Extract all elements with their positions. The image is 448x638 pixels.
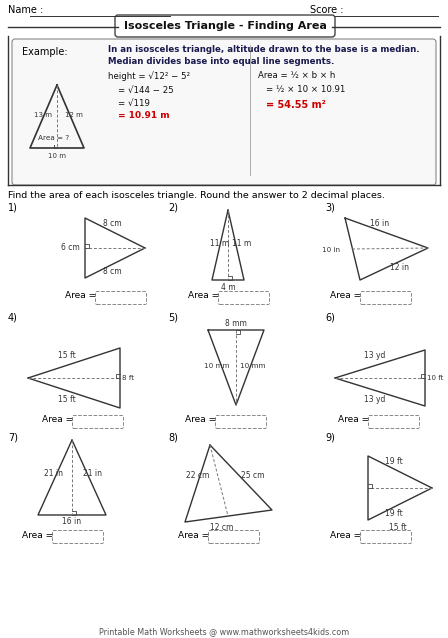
Text: 16 in: 16 in [62, 517, 82, 526]
Text: Area =: Area = [178, 531, 209, 540]
Text: = 10.91 m: = 10.91 m [118, 112, 170, 121]
Text: 1): 1) [8, 203, 18, 213]
Text: Isosceles Triangle - Finding Area: Isosceles Triangle - Finding Area [124, 21, 327, 31]
Text: 19 ft: 19 ft [385, 508, 403, 517]
Text: 13 m: 13 m [34, 112, 52, 118]
Text: 13 yd: 13 yd [364, 350, 385, 359]
Text: = √144 − 25: = √144 − 25 [118, 85, 174, 94]
FancyBboxPatch shape [52, 531, 103, 544]
Text: Area =: Area = [338, 415, 369, 424]
Text: 25 cm: 25 cm [241, 471, 264, 480]
Text: 3): 3) [325, 203, 335, 213]
Text: 21 in: 21 in [44, 470, 63, 478]
Text: 16 in: 16 in [370, 219, 389, 228]
Text: 21 in: 21 in [83, 470, 102, 478]
Text: Area = ?: Area = ? [38, 135, 69, 141]
Text: 4): 4) [8, 313, 18, 323]
Text: 8): 8) [168, 433, 178, 443]
FancyBboxPatch shape [12, 39, 436, 185]
Text: 11 m: 11 m [210, 239, 229, 248]
Text: 5): 5) [168, 313, 178, 323]
Text: 6): 6) [325, 313, 335, 323]
Text: Median divides base into equal line segments.: Median divides base into equal line segm… [108, 57, 334, 66]
Text: 8 cm: 8 cm [103, 219, 121, 228]
FancyBboxPatch shape [73, 415, 124, 429]
FancyBboxPatch shape [369, 415, 419, 429]
Text: 2): 2) [168, 203, 178, 213]
Text: Area =: Area = [188, 292, 219, 300]
Text: 12 in: 12 in [390, 262, 409, 272]
Text: 15 ft: 15 ft [58, 350, 76, 359]
Text: Example:: Example: [22, 47, 68, 57]
Text: 15 ft: 15 ft [389, 524, 407, 533]
FancyBboxPatch shape [215, 415, 267, 429]
Text: 10 ft: 10 ft [427, 375, 444, 381]
Text: Area =: Area = [330, 531, 361, 540]
Text: 15 ft: 15 ft [58, 396, 76, 404]
Text: 10 m: 10 m [48, 153, 66, 159]
Text: = 54.55 m²: = 54.55 m² [266, 100, 326, 110]
Text: = ½ × 10 × 10.91: = ½ × 10 × 10.91 [266, 85, 345, 94]
Text: Area =: Area = [42, 415, 73, 424]
FancyBboxPatch shape [208, 531, 259, 544]
Text: Name :: Name : [8, 5, 43, 15]
FancyBboxPatch shape [361, 292, 412, 304]
Text: 6 cm: 6 cm [61, 244, 80, 253]
Text: 10 mm: 10 mm [240, 363, 266, 369]
Text: Area = ½ × b × h: Area = ½ × b × h [258, 71, 336, 80]
Text: 8 mm: 8 mm [225, 318, 247, 327]
Text: Printable Math Worksheets @ www.mathworksheets4kids.com: Printable Math Worksheets @ www.mathwork… [99, 628, 349, 637]
Text: 7): 7) [8, 433, 18, 443]
Text: 8 ft: 8 ft [122, 375, 134, 381]
Text: 4 m: 4 m [221, 283, 235, 292]
Text: In an isosceles triangle, altitude drawn to the base is a median.: In an isosceles triangle, altitude drawn… [108, 45, 420, 54]
Text: Area =: Area = [185, 415, 216, 424]
Text: 19 ft: 19 ft [385, 457, 403, 466]
Text: Area =: Area = [65, 292, 96, 300]
Text: height = √12² − 5²: height = √12² − 5² [108, 71, 190, 81]
Text: Area =: Area = [330, 292, 361, 300]
Text: 8 cm: 8 cm [103, 267, 121, 276]
FancyBboxPatch shape [115, 15, 335, 37]
FancyBboxPatch shape [361, 531, 412, 544]
Text: 10 in: 10 in [322, 247, 340, 253]
Text: Score :: Score : [310, 5, 344, 15]
Text: = √119: = √119 [118, 98, 150, 107]
Text: 11 m: 11 m [232, 239, 251, 248]
Text: 10 mm: 10 mm [204, 363, 229, 369]
Text: 9): 9) [325, 433, 335, 443]
FancyBboxPatch shape [219, 292, 270, 304]
Text: Area =: Area = [22, 531, 53, 540]
Text: 12 m: 12 m [65, 112, 83, 118]
Text: 22 cm: 22 cm [186, 471, 209, 480]
Text: 13 yd: 13 yd [364, 396, 385, 404]
Text: 12 cm: 12 cm [210, 524, 234, 533]
FancyBboxPatch shape [95, 292, 146, 304]
Text: Find the area of each isosceles triangle. Round the answer to 2 decimal places.: Find the area of each isosceles triangle… [8, 191, 385, 200]
